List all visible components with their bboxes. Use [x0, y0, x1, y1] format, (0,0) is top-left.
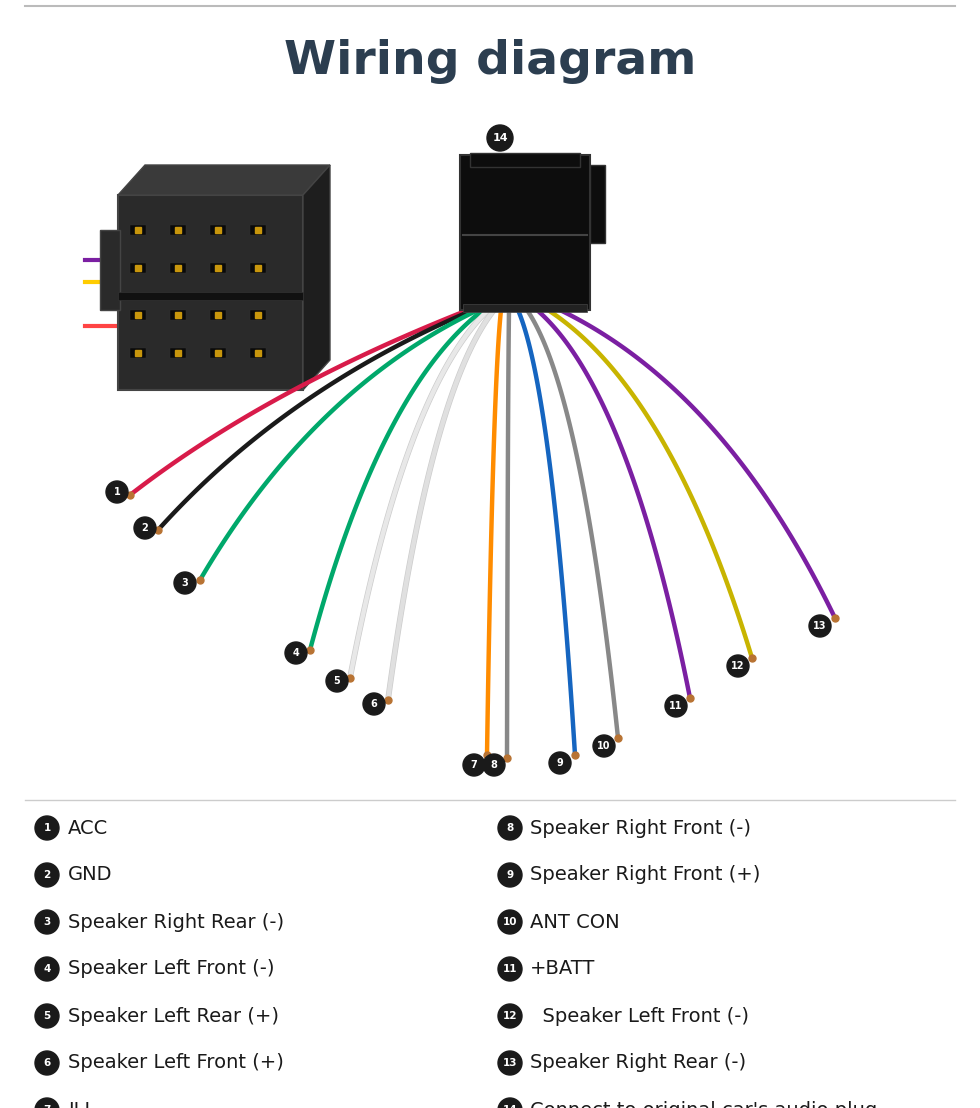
- FancyBboxPatch shape: [210, 263, 226, 273]
- Text: Connect to original car's audio plug: Connect to original car's audio plug: [530, 1100, 877, 1108]
- Text: 14: 14: [492, 133, 508, 143]
- Text: 5: 5: [43, 1010, 51, 1020]
- Text: 3: 3: [181, 578, 188, 588]
- Circle shape: [463, 755, 485, 776]
- Circle shape: [106, 481, 128, 503]
- Text: Speaker Left Front (+): Speaker Left Front (+): [68, 1054, 284, 1073]
- Circle shape: [498, 863, 522, 888]
- FancyBboxPatch shape: [470, 153, 580, 167]
- Text: Speaker Left Front (-): Speaker Left Front (-): [530, 1006, 749, 1026]
- FancyBboxPatch shape: [170, 263, 186, 273]
- Circle shape: [35, 1051, 59, 1075]
- FancyBboxPatch shape: [250, 225, 266, 235]
- Circle shape: [363, 692, 385, 715]
- Text: Speaker Right Front (-): Speaker Right Front (-): [530, 819, 751, 838]
- Text: 5: 5: [333, 676, 340, 686]
- FancyBboxPatch shape: [250, 310, 266, 320]
- FancyBboxPatch shape: [118, 195, 303, 390]
- Text: 4: 4: [43, 964, 51, 974]
- Text: ANT CON: ANT CON: [530, 913, 619, 932]
- Text: Speaker Right Front (+): Speaker Right Front (+): [530, 865, 760, 884]
- Circle shape: [498, 1098, 522, 1108]
- Text: ACC: ACC: [68, 819, 108, 838]
- FancyBboxPatch shape: [460, 155, 590, 310]
- Text: GND: GND: [68, 865, 113, 884]
- FancyBboxPatch shape: [130, 310, 146, 320]
- Text: 10: 10: [597, 741, 611, 751]
- Circle shape: [35, 1004, 59, 1028]
- FancyBboxPatch shape: [170, 225, 186, 235]
- FancyBboxPatch shape: [250, 348, 266, 358]
- Text: 2: 2: [142, 523, 148, 533]
- Circle shape: [134, 517, 156, 538]
- Text: Wiring diagram: Wiring diagram: [284, 40, 696, 84]
- Circle shape: [35, 910, 59, 934]
- Text: Speaker Right Rear (-): Speaker Right Rear (-): [68, 913, 284, 932]
- Text: 9: 9: [557, 758, 564, 768]
- Circle shape: [498, 957, 522, 981]
- Text: 8: 8: [491, 760, 498, 770]
- Text: 4: 4: [293, 648, 299, 658]
- FancyBboxPatch shape: [590, 165, 605, 243]
- FancyBboxPatch shape: [130, 348, 146, 358]
- Circle shape: [35, 1098, 59, 1108]
- Circle shape: [174, 572, 196, 594]
- Text: 10: 10: [503, 917, 517, 927]
- Circle shape: [498, 815, 522, 840]
- Text: 11: 11: [669, 701, 683, 711]
- Circle shape: [809, 615, 831, 637]
- Text: 13: 13: [813, 620, 827, 630]
- FancyBboxPatch shape: [130, 263, 146, 273]
- FancyBboxPatch shape: [170, 310, 186, 320]
- Text: 1: 1: [43, 823, 51, 833]
- Circle shape: [35, 815, 59, 840]
- FancyBboxPatch shape: [170, 348, 186, 358]
- Circle shape: [483, 755, 505, 776]
- Text: 7: 7: [470, 760, 477, 770]
- Circle shape: [326, 670, 348, 692]
- Circle shape: [35, 863, 59, 888]
- FancyBboxPatch shape: [463, 304, 587, 312]
- Circle shape: [487, 125, 513, 151]
- Circle shape: [665, 695, 687, 717]
- Text: 7: 7: [43, 1105, 51, 1108]
- Text: 2: 2: [43, 870, 51, 880]
- Text: 6: 6: [43, 1058, 51, 1068]
- Text: 9: 9: [507, 870, 514, 880]
- FancyBboxPatch shape: [210, 348, 226, 358]
- Polygon shape: [303, 165, 330, 390]
- Text: 12: 12: [731, 661, 745, 671]
- Text: +BATT: +BATT: [530, 960, 596, 978]
- FancyBboxPatch shape: [100, 230, 120, 310]
- Text: 1: 1: [114, 488, 121, 497]
- FancyBboxPatch shape: [118, 293, 303, 300]
- Text: 13: 13: [503, 1058, 517, 1068]
- FancyBboxPatch shape: [210, 310, 226, 320]
- Circle shape: [727, 655, 749, 677]
- Circle shape: [285, 642, 307, 664]
- FancyBboxPatch shape: [210, 225, 226, 235]
- Text: Speaker Left Front (-): Speaker Left Front (-): [68, 960, 274, 978]
- Text: ILL: ILL: [68, 1100, 95, 1108]
- Text: 12: 12: [503, 1010, 517, 1020]
- Circle shape: [549, 752, 571, 774]
- Polygon shape: [118, 165, 330, 195]
- Circle shape: [498, 1051, 522, 1075]
- Text: 14: 14: [503, 1105, 517, 1108]
- Text: 8: 8: [507, 823, 514, 833]
- Text: 11: 11: [503, 964, 517, 974]
- Circle shape: [593, 735, 615, 757]
- Text: Speaker Left Rear (+): Speaker Left Rear (+): [68, 1006, 279, 1026]
- Text: Speaker Right Rear (-): Speaker Right Rear (-): [530, 1054, 746, 1073]
- Text: 3: 3: [43, 917, 51, 927]
- FancyBboxPatch shape: [130, 225, 146, 235]
- Circle shape: [35, 957, 59, 981]
- Circle shape: [498, 910, 522, 934]
- FancyBboxPatch shape: [250, 263, 266, 273]
- Circle shape: [498, 1004, 522, 1028]
- Text: 6: 6: [370, 699, 377, 709]
